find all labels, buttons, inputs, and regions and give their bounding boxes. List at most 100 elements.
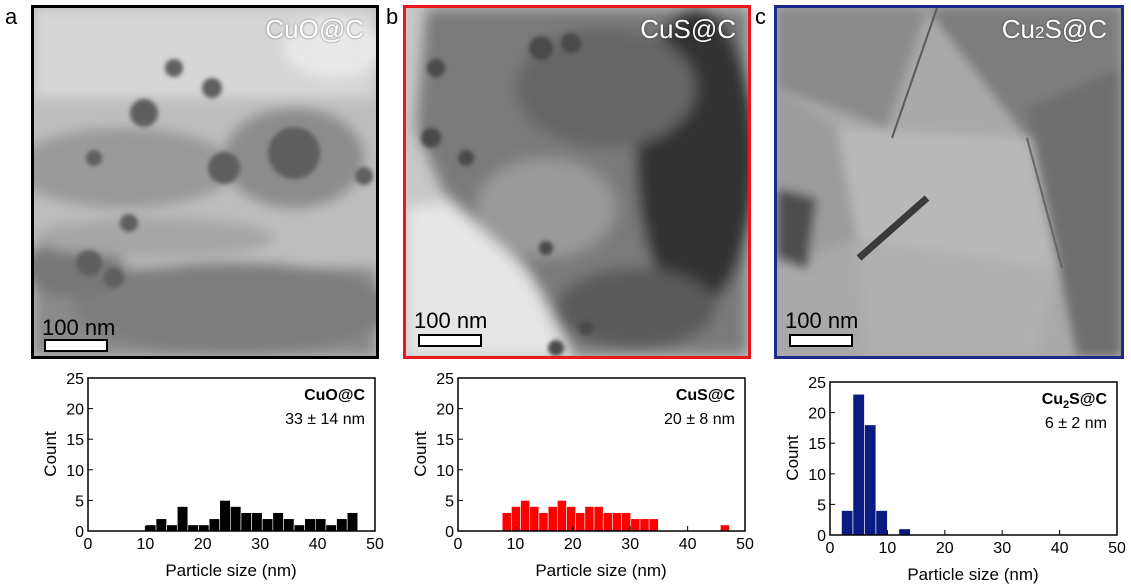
x-tick-label: 30: [993, 540, 1011, 557]
y-tick-label: 10: [66, 463, 84, 480]
sample-label-post: S@C: [1069, 391, 1107, 408]
histogram-bar: [187, 524, 199, 532]
axis-ticks: 0 10 20 30 40 50 0 5 10 15 20 25: [436, 371, 754, 553]
x-tick-label: 20: [936, 540, 954, 557]
histogram-bar: [602, 512, 613, 532]
x-tick-label: 30: [621, 536, 639, 553]
histogram-bars: [501, 500, 730, 532]
histogram-bar: [198, 524, 210, 532]
x-tick-label: 10: [137, 536, 155, 553]
x-tick-label: 50: [736, 536, 754, 553]
y-tick-label: 0: [445, 524, 454, 541]
histogram-bar: [176, 506, 189, 532]
y-axis-label: Count: [783, 435, 802, 481]
histogram-bar: [155, 518, 167, 532]
histogram-bar: [898, 528, 911, 536]
histogram-bar: [538, 512, 549, 532]
sample-label: CuO@C: [304, 387, 365, 404]
y-tick-label: 20: [436, 402, 454, 419]
histogram-bar: [864, 424, 877, 536]
x-tick-label: 0: [826, 540, 835, 557]
histogram-bar: [501, 512, 512, 532]
histogram-bar: [875, 510, 888, 536]
y-tick-label: 5: [817, 497, 826, 514]
tem-label-cu2s-post: S@C: [1044, 14, 1107, 44]
tem-label-cu2s-pre: Cu: [1001, 14, 1036, 44]
histogram-cuo: 0 10 20 30 40 50 0 5 10 15 20 25 Count Particle siz…: [41, 371, 384, 580]
x-axis-label: Particle size (nm): [165, 561, 296, 580]
size-stat: 6 ± 2 nm: [1045, 415, 1107, 432]
histogram-bar: [230, 506, 242, 532]
histogram-bar: [208, 518, 221, 532]
sample-label: Cu2S@C: [1042, 391, 1108, 411]
histogram-bar: [575, 512, 586, 532]
sample-label: CuS@C: [676, 387, 736, 404]
histogram-bar: [346, 512, 359, 532]
x-tick-label: 10: [879, 540, 897, 557]
x-tick-label: 20: [194, 536, 212, 553]
scale-bar-label: 100 nm: [785, 308, 859, 333]
y-tick-label: 5: [75, 493, 84, 510]
tem-label-cuo: CuO@C: [265, 14, 364, 44]
histogram-bar: [612, 512, 622, 532]
histogram-bar: [219, 500, 231, 532]
histogram-bar: [529, 506, 540, 532]
histogram-bar: [520, 500, 531, 532]
histogram-bar: [336, 518, 348, 532]
tem-label-cu2s: Cu2S@C: [1002, 14, 1107, 45]
y-tick-label: 20: [66, 402, 84, 419]
x-tick-label: 0: [454, 536, 463, 553]
x-tick-label: 30: [251, 536, 269, 553]
histogram-bar: [630, 518, 641, 532]
tem-label-cus: CuS@C: [640, 14, 736, 44]
histogram-bar: [584, 506, 595, 532]
histogram-bars: [841, 393, 911, 536]
panel-letter-c: c: [755, 4, 766, 29]
y-axis-label: Count: [41, 431, 60, 477]
y-tick-label: 5: [445, 493, 454, 510]
y-tick-label: 15: [66, 432, 84, 449]
scale-bar: [789, 334, 853, 347]
y-tick-label: 15: [436, 432, 454, 449]
scale-bar: [418, 334, 482, 347]
y-tick-label: 0: [817, 528, 826, 545]
histogram-bars: [145, 500, 359, 532]
histogram-bar: [272, 512, 284, 532]
y-tick-label: 25: [808, 375, 826, 392]
y-tick-label: 10: [436, 463, 454, 480]
x-tick-label: 50: [366, 536, 384, 553]
x-axis-label: Particle size (nm): [535, 561, 666, 580]
axis-ticks: 0 10 20 30 40 50 0 5 10 15 20 25: [808, 375, 1126, 557]
x-tick-label: 50: [1108, 540, 1126, 557]
x-tick-label: 0: [84, 536, 93, 553]
plot-frame: [829, 381, 1118, 536]
panel-letter-a: a: [5, 4, 18, 29]
y-axis-label: Count: [411, 431, 430, 477]
size-stat: 20 ± 8 nm: [664, 411, 735, 428]
histogram-bar: [511, 506, 521, 532]
sample-label-pre: Cu: [1042, 391, 1063, 408]
scale-bar-label: 100 nm: [414, 308, 488, 333]
plot-frame: [87, 377, 376, 532]
histogram-bar: [283, 518, 295, 532]
scale-bar: [44, 339, 108, 352]
tem-micrograph-cuo: [34, 8, 376, 356]
tem-image-cu2s: Cu2S@C 100 nm: [774, 5, 1124, 359]
histogram-cus: 0 10 20 30 40 50 0 5 10 15 20 25 Count Particle siz…: [411, 371, 754, 580]
y-tick-label: 25: [436, 371, 454, 388]
panel-letter-b: b: [386, 4, 399, 29]
histogram-bar: [852, 393, 865, 536]
size-stat: 33 ± 14 nm: [285, 411, 365, 428]
tem-image-cus: CuS@C 100 nm: [403, 5, 751, 359]
histogram-bar: [593, 506, 604, 532]
histogram-bar: [648, 518, 659, 532]
histogram-bar: [557, 500, 567, 532]
histogram-bar: [325, 524, 337, 532]
histogram-bar: [315, 518, 327, 532]
scale-bar-label: 100 nm: [42, 315, 116, 340]
histogram-bar: [240, 512, 252, 532]
histogram-bar: [145, 524, 157, 532]
tem-micrograph-cu2s: [777, 8, 1121, 356]
histogram-bar: [639, 518, 650, 532]
y-tick-label: 0: [75, 524, 84, 541]
